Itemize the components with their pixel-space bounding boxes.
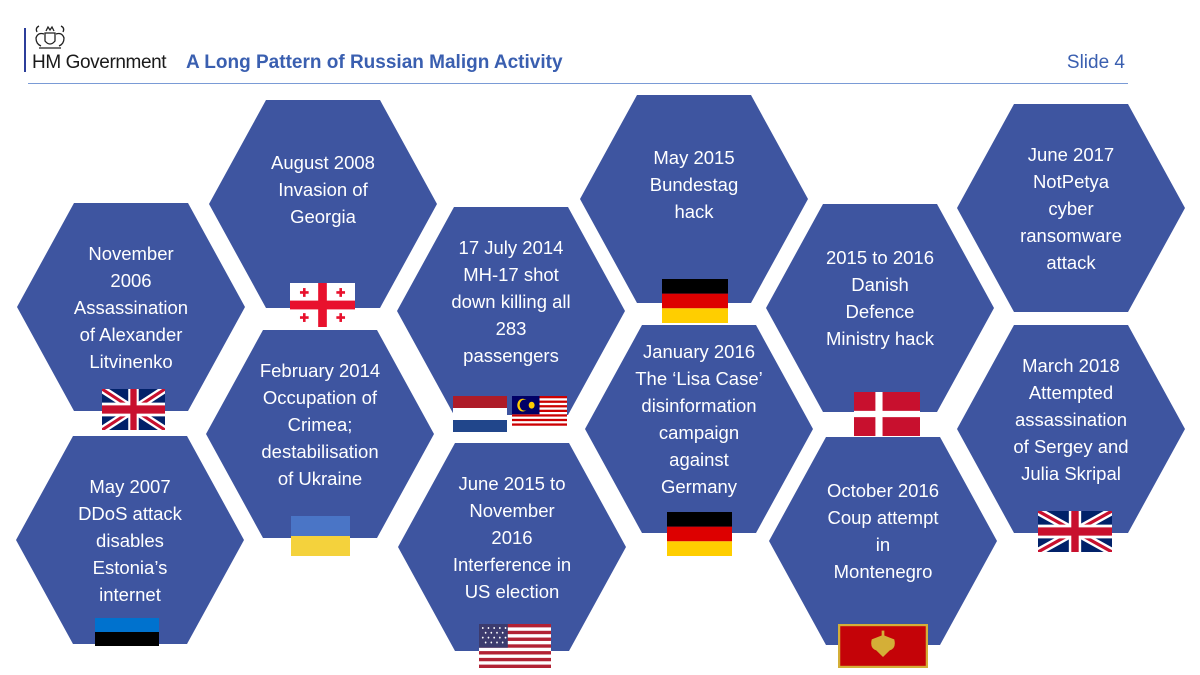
slide-number: Slide 4 — [1066, 52, 1125, 73]
brand-name: HM Government — [32, 52, 167, 73]
uk-flag-icon — [102, 389, 165, 430]
germany-flag-icon — [662, 279, 728, 323]
event-label: 2015 to 2016 Danish Defence Ministry hac… — [825, 247, 935, 349]
usa-flag-icon — [479, 624, 551, 668]
netherlands-flag-icon — [453, 396, 507, 432]
event-hexagon-skripal: March 2018 Attempted assassination of Se… — [957, 325, 1185, 533]
event-hexagon-montenegro: October 2016 Coup attempt in Montenegro — [769, 437, 997, 645]
event-label: October 2016 Coup attempt in Montenegro — [826, 480, 940, 582]
event-hexagon-litvinenko: November 2006 Assassination of Alexander… — [17, 203, 245, 411]
event-hexagon-lisa-case: January 2016 The ‘Lisa Case’ disinformat… — [585, 325, 813, 533]
event-label: May 2007 DDoS attack disables Estonia’s … — [78, 475, 182, 605]
slide-title: A Long Pattern of Russian Malign Activit… — [186, 52, 563, 73]
event-hexagon-georgia: August 2008 Invasion of Georgia — [209, 100, 437, 308]
header-divider — [28, 83, 1128, 84]
estonia-flag-icon — [95, 618, 159, 660]
event-hexagon-danish-hack: 2015 to 2016 Danish Defence Ministry hac… — [766, 204, 994, 412]
event-hexagon-us-election: June 2015 to November 2016 Interference … — [398, 443, 626, 651]
event-hexagon-bundestag: May 2015 Bundestag hack — [580, 95, 808, 303]
event-label: June 2015 to November 2016 Interference … — [452, 472, 572, 602]
event-label: March 2018 Attempted assassination of Se… — [1013, 354, 1129, 484]
event-label: June 2017 NotPetya cyber ransomware atta… — [1020, 143, 1122, 273]
event-label: 17 July 2014 MH-17 shot down killing all… — [451, 236, 571, 366]
georgia-flag-icon — [290, 283, 355, 327]
germany-flag-icon — [667, 512, 732, 556]
malaysia-flag-icon — [512, 396, 567, 428]
slide-header: HM Government A Long Pattern of Russian … — [0, 0, 1200, 90]
royal-coat-of-arms-icon — [35, 25, 65, 49]
uk-flag-icon — [1038, 511, 1112, 552]
event-label: November 2006 Assassination of Alexander… — [73, 242, 189, 372]
event-label: February 2014 Occupation of Crimea; dest… — [259, 359, 381, 489]
event-hexagon-mh17: 17 July 2014 MH-17 shot down killing all… — [397, 207, 625, 415]
denmark-flag-icon — [854, 392, 920, 436]
event-label: August 2008 Invasion of Georgia — [271, 151, 375, 227]
event-hexagon-estonia: May 2007 DDoS attack disables Estonia’s … — [16, 436, 244, 644]
montenegro-flag-icon — [838, 624, 928, 668]
header-accent-bar — [24, 28, 26, 72]
event-label: January 2016 The ‘Lisa Case’ disinformat… — [635, 341, 763, 497]
event-label: May 2015 Bundestag hack — [649, 146, 739, 222]
event-hexagon-notpetya: June 2017 NotPetya cyber ransomware atta… — [957, 104, 1185, 312]
event-hexagon-crimea: February 2014 Occupation of Crimea; dest… — [206, 330, 434, 538]
ukraine-flag-icon — [291, 516, 350, 556]
